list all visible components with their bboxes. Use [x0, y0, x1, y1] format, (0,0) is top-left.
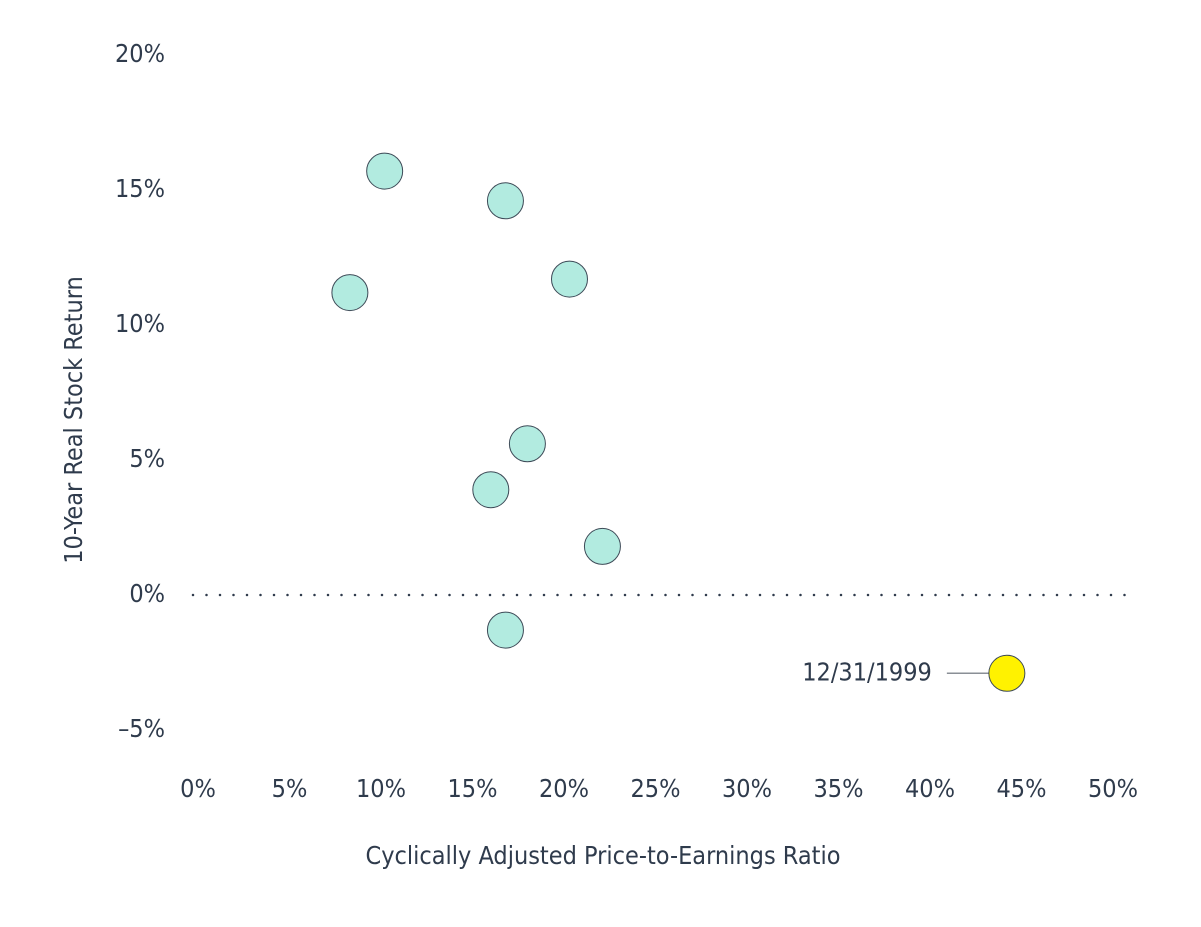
- x-tick-label: 20%: [539, 774, 589, 803]
- x-tick-label: 35%: [814, 774, 864, 803]
- x-tick-label: 10%: [356, 774, 406, 803]
- x-tick-label: 0%: [180, 774, 216, 803]
- x-tick-label: 50%: [1088, 774, 1138, 803]
- point: [508, 425, 546, 463]
- point: [486, 611, 524, 649]
- x-tick-label: 45%: [997, 774, 1047, 803]
- x-tick-label: 5%: [272, 774, 308, 803]
- point: [988, 654, 1026, 692]
- y-tick-label: 15%: [115, 174, 165, 203]
- point: [472, 471, 510, 509]
- y-tick-label: 5%: [129, 444, 165, 473]
- annotation: 12/31/1999: [802, 657, 932, 686]
- y-tick-label: 10%: [115, 309, 165, 338]
- x-tick-label: 30%: [722, 774, 772, 803]
- x-axis-title: Cyclically Adjusted Price-to-Earnings Ra…: [366, 841, 841, 870]
- point: [366, 152, 404, 190]
- y-axis-title: 10-Year Real Stock Return: [59, 276, 88, 564]
- x-tick-label: 15%: [448, 774, 498, 803]
- point: [550, 260, 588, 298]
- point: [486, 182, 524, 220]
- point: [583, 527, 621, 565]
- y-tick-label: 20%: [115, 39, 165, 68]
- point: [331, 274, 369, 312]
- y-tick-label: –5%: [118, 714, 165, 743]
- y-tick-label: 0%: [129, 579, 165, 608]
- x-tick-label: 25%: [631, 774, 681, 803]
- x-tick-label: 40%: [905, 774, 955, 803]
